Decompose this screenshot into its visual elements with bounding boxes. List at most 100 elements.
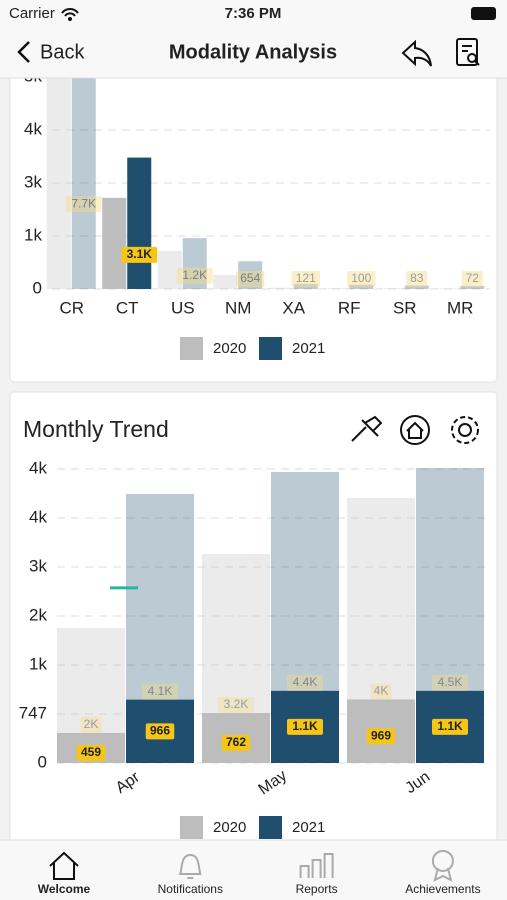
bar — [238, 261, 263, 289]
value-label: 4.1K — [148, 684, 173, 698]
value-label-bg — [65, 196, 102, 213]
bar — [71, 78, 96, 290]
value-label-bg — [287, 718, 323, 735]
value-label: 1.1K — [437, 719, 463, 733]
legend-swatch — [259, 816, 282, 839]
total-label-group: 4.1K — [142, 683, 178, 700]
nav-title: Modality Analysis — [169, 41, 337, 63]
settings-icon[interactable] — [458, 423, 472, 437]
tab-glyph — [179, 853, 202, 879]
value-label-bg — [218, 697, 254, 714]
tab-label[interactable]: Notifications — [158, 882, 223, 896]
y-tick-label: 1k — [29, 654, 47, 673]
value-label-bg — [236, 271, 265, 287]
tab-glyph — [299, 853, 334, 878]
trend-actions — [351, 415, 479, 445]
legend-label: 2021 — [292, 819, 325, 836]
y-tick-label: 1k — [24, 225, 42, 244]
legend-swatch — [180, 337, 203, 360]
value-label-bg — [121, 246, 158, 263]
value-label: 1.1K — [292, 719, 318, 733]
value-label: 3.2K — [224, 697, 249, 711]
total-label-group: 3.2K — [218, 697, 254, 714]
back-button[interactable]: Back — [40, 41, 85, 63]
value-label: 654 — [240, 271, 260, 285]
tab-bar — [0, 840, 507, 900]
bar — [324, 288, 349, 289]
y-tick-label: 0 — [38, 752, 47, 771]
tab-label[interactable]: Achievements — [405, 882, 480, 896]
value-label-bg — [145, 723, 175, 740]
back-icon[interactable] — [17, 41, 30, 63]
value-label: 3.1K — [127, 247, 153, 261]
legend-label: 2020 — [213, 340, 246, 357]
y-tick-label: 747 — [19, 703, 47, 722]
report-icon[interactable] — [456, 38, 480, 66]
x-tick-label: SR — [393, 298, 417, 317]
value-label-group: 72 — [461, 271, 483, 287]
value-label-bg — [291, 271, 320, 287]
tab-icon[interactable] — [431, 849, 454, 882]
tab-label[interactable]: Reports — [296, 882, 338, 896]
chart-title: Monthly Trend — [23, 416, 169, 442]
value-label-bg — [461, 271, 483, 287]
x-tick-label: US — [171, 298, 195, 317]
y-tick-label: 3k — [24, 172, 42, 191]
bar — [404, 285, 429, 289]
y-tick-label: 0 — [33, 278, 42, 297]
value-label: 83 — [410, 271, 424, 285]
bar — [213, 275, 238, 289]
legend-label: 2021 — [292, 340, 325, 357]
value-label-group: 121 — [291, 271, 320, 287]
bar — [349, 284, 374, 289]
legend-swatch — [259, 337, 282, 360]
value-label: 4K — [374, 684, 389, 698]
value-label-group: 100 — [347, 271, 376, 287]
tab-glyph — [431, 849, 454, 882]
total-label-group: 4.5K — [432, 674, 468, 691]
x-tick-label: MR — [447, 298, 473, 317]
value-label-bg — [287, 674, 323, 691]
value-label-bg — [142, 683, 178, 700]
y-tick-label: 4k — [24, 119, 42, 138]
tab-icon[interactable] — [49, 851, 79, 880]
value-label-group: 83 — [406, 271, 428, 287]
bar — [268, 287, 293, 289]
share-icon[interactable] — [401, 39, 432, 67]
value-label-group: 7.7K — [65, 196, 102, 213]
bar — [46, 78, 71, 289]
x-tick-label: NM — [225, 298, 251, 317]
value-label: 7.7K — [71, 196, 96, 210]
bar — [102, 197, 127, 289]
bar — [182, 238, 207, 289]
y-tick-label: 3k — [29, 556, 47, 575]
tab-icon[interactable] — [299, 853, 334, 878]
value-label: 459 — [81, 745, 101, 759]
value-label-bg — [221, 735, 251, 752]
value-label-bg — [176, 267, 213, 284]
value-label-group: 654 — [236, 271, 265, 287]
value-label-bg — [370, 683, 392, 700]
total-label-group: 4K — [370, 683, 392, 700]
y-tick-label: 4k — [29, 507, 47, 526]
pin-icon[interactable] — [351, 415, 383, 442]
value-label: 72 — [466, 271, 480, 285]
value-label-bg — [80, 716, 102, 733]
home-icon[interactable] — [400, 415, 430, 445]
header — [0, 0, 507, 78]
bar — [127, 157, 152, 289]
tab-icon[interactable] — [179, 853, 202, 879]
y-tick-label: 4k — [29, 458, 47, 477]
bar — [293, 283, 318, 289]
modality-chart: 0 1k 3k 4k 5k CR 7.7K CT 3.1K US 1.2K NM 654 XA 121 RF 1… — [24, 78, 490, 360]
value-label: 762 — [226, 735, 246, 749]
total-label-group: 4.4K — [287, 674, 323, 691]
value-label: 121 — [296, 271, 316, 285]
value-label-bg — [76, 744, 106, 761]
x-tick-label: CR — [59, 298, 84, 317]
value-label-bg — [406, 271, 428, 287]
bar — [379, 288, 404, 289]
tab-label[interactable]: Welcome — [38, 882, 91, 896]
x-tick-label: RF — [338, 298, 361, 317]
